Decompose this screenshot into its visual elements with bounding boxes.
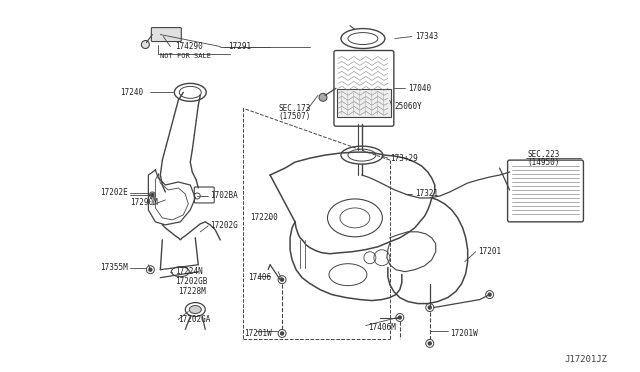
FancyBboxPatch shape: [337, 89, 391, 117]
Text: (14950): (14950): [527, 158, 560, 167]
Text: J17201JZ: J17201JZ: [564, 355, 607, 364]
Text: NOT FOR SALE: NOT FOR SALE: [161, 54, 211, 60]
Circle shape: [280, 278, 284, 281]
Text: 1702BA: 1702BA: [210, 192, 238, 201]
FancyBboxPatch shape: [334, 51, 394, 126]
Text: SEC.173: SEC.173: [278, 104, 310, 113]
Circle shape: [398, 316, 401, 319]
Circle shape: [151, 193, 154, 196]
Text: 17406: 17406: [248, 273, 271, 282]
Text: 17240: 17240: [120, 88, 143, 97]
Text: 17202E: 17202E: [100, 189, 128, 198]
Text: 17290M: 17290M: [131, 198, 158, 208]
Text: 17406M: 17406M: [368, 323, 396, 332]
Text: (17507): (17507): [278, 112, 310, 121]
Text: 17201W: 17201W: [450, 329, 477, 338]
FancyBboxPatch shape: [508, 160, 584, 222]
Text: 17355M: 17355M: [100, 263, 128, 272]
Text: 17228M: 17228M: [179, 287, 206, 296]
Text: SEC.223: SEC.223: [527, 150, 560, 158]
FancyBboxPatch shape: [152, 28, 181, 42]
Circle shape: [319, 93, 327, 101]
Text: 17040: 17040: [408, 84, 431, 93]
Text: 17321: 17321: [415, 189, 438, 199]
Text: 25060Y: 25060Y: [395, 102, 422, 111]
Circle shape: [141, 41, 149, 48]
Text: 17291: 17291: [228, 42, 252, 51]
Circle shape: [280, 332, 284, 335]
Text: 17201: 17201: [477, 247, 500, 256]
Text: 17202G: 17202G: [210, 221, 238, 230]
FancyBboxPatch shape: [195, 187, 214, 203]
Text: 17224N: 17224N: [175, 267, 203, 276]
Ellipse shape: [189, 305, 201, 314]
Circle shape: [428, 342, 431, 345]
Circle shape: [149, 268, 152, 271]
Circle shape: [428, 306, 431, 309]
Text: 173+29: 173+29: [390, 154, 417, 163]
Text: 172200: 172200: [250, 214, 278, 222]
Text: 17202GB: 17202GB: [175, 277, 208, 286]
Circle shape: [488, 293, 491, 296]
Text: 174290: 174290: [175, 42, 203, 51]
Text: 17201W: 17201W: [244, 329, 272, 338]
Text: 17202GA: 17202GA: [179, 315, 211, 324]
Text: 17343: 17343: [415, 32, 438, 41]
